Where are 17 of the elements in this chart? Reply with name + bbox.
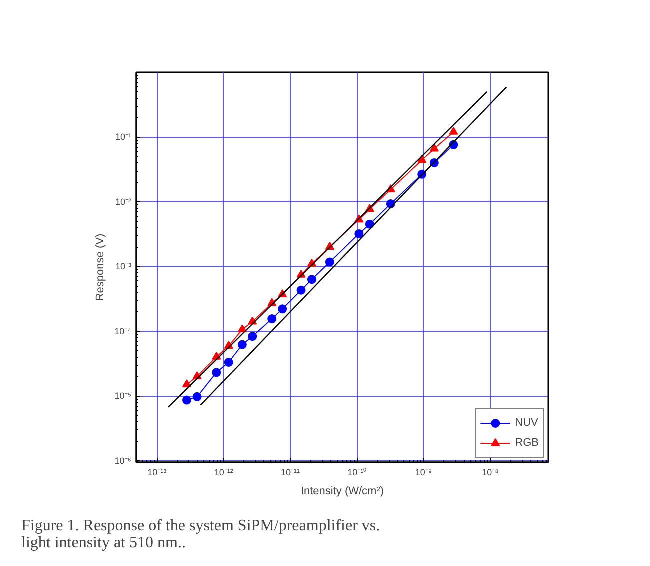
x-tick-label: 10⁻¹² bbox=[214, 468, 234, 478]
legend-label: NUV bbox=[515, 417, 538, 429]
x-tick-label: 10⁻⁸ bbox=[482, 468, 500, 478]
y-tick-label: 10⁻¹ bbox=[115, 132, 132, 142]
x-tick-label: 10⁻¹¹ bbox=[281, 468, 300, 478]
x-tick-label: 10⁻¹³ bbox=[148, 468, 167, 478]
x-tick-label: 10⁻¹⁰ bbox=[348, 468, 367, 478]
x-tick-label: 10⁻⁹ bbox=[415, 468, 432, 478]
y-tick-label: 10⁻⁵ bbox=[114, 391, 132, 402]
y-tick-label: 10⁻² bbox=[115, 196, 132, 207]
y-axis-title: Response (V) bbox=[94, 234, 107, 302]
y-tick-label: 10⁻⁶ bbox=[114, 456, 132, 466]
caption: Figure 1. Response of the system SiPM/preamplifier vs. light intensity at 510 nm.. bbox=[22, 518, 380, 552]
y-tick-label: 10⁻³ bbox=[115, 262, 132, 272]
legend-label: RGB bbox=[515, 437, 539, 449]
y-tick-label: 10⁻⁴ bbox=[114, 326, 132, 336]
x-axis-title: Intensity (W/cm²) bbox=[300, 486, 384, 498]
